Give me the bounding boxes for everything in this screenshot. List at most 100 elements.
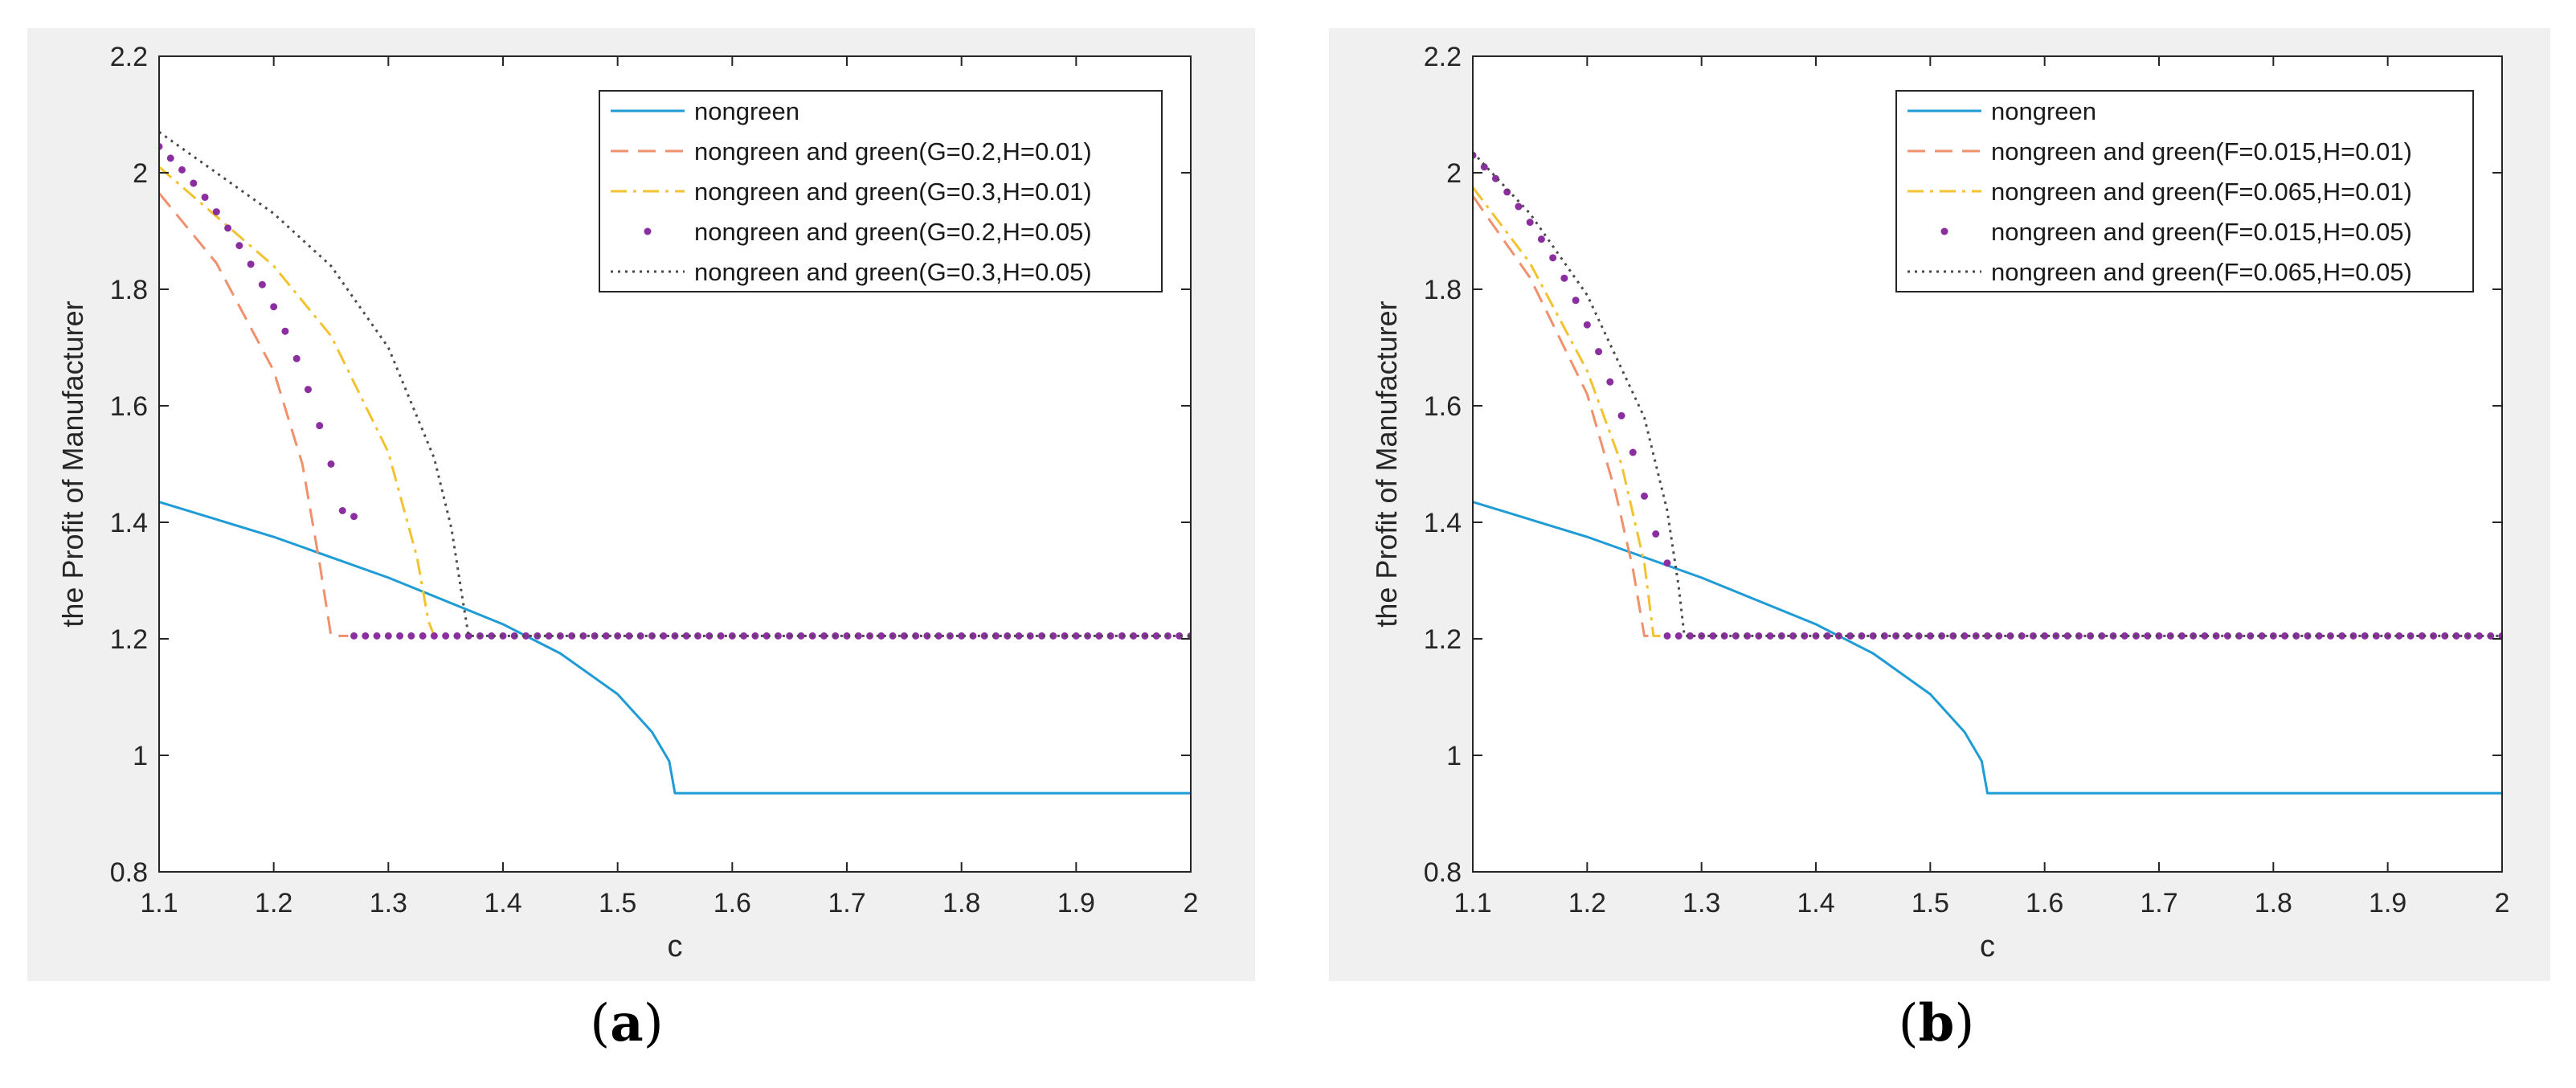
y-axis-label: the Profit of Manufacturer xyxy=(1370,301,1403,627)
x-tick-label: 1.8 xyxy=(942,888,980,918)
data-point xyxy=(212,208,220,216)
data-point xyxy=(159,142,163,150)
data-point xyxy=(1560,274,1568,282)
data-point xyxy=(453,632,461,640)
x-tick-label: 1.9 xyxy=(1057,888,1095,918)
x-tick-label: 1.5 xyxy=(1912,888,1949,918)
data-point xyxy=(1686,632,1694,640)
data-point xyxy=(224,224,232,232)
y-tick-label: 0.8 xyxy=(1424,857,1462,888)
series-line xyxy=(159,192,349,637)
data-point xyxy=(2452,632,2460,640)
data-point xyxy=(1015,632,1023,640)
series-line xyxy=(1473,186,1662,637)
data-point xyxy=(488,632,496,640)
data-point xyxy=(2098,632,2106,640)
legend-box xyxy=(599,90,1163,292)
data-point xyxy=(2075,632,2083,640)
legend-label: nongreen xyxy=(694,97,799,125)
legend-swatch xyxy=(1940,227,1948,235)
data-point xyxy=(2395,632,2403,640)
data-point xyxy=(682,632,690,640)
data-point xyxy=(442,632,450,640)
data-point xyxy=(522,632,530,640)
x-tick-label: 1.1 xyxy=(1454,888,1491,918)
data-point xyxy=(2372,632,2380,640)
legend-label: nongreen and green(F=0.015,H=0.05) xyxy=(1991,218,2412,246)
x-tick-label: 1.2 xyxy=(1568,888,1606,918)
data-point xyxy=(407,632,415,640)
data-point xyxy=(958,632,966,640)
x-axis-label: c xyxy=(668,930,683,963)
data-point xyxy=(797,632,805,640)
data-point xyxy=(1641,492,1648,500)
data-point xyxy=(1515,202,1523,211)
data-point xyxy=(2063,632,2071,640)
data-point xyxy=(1176,632,1184,640)
data-point xyxy=(717,632,725,640)
data-point xyxy=(1880,632,1888,640)
data-point xyxy=(396,632,404,640)
y-tick-label: 1.8 xyxy=(1424,275,1462,305)
data-point xyxy=(969,632,977,640)
data-point xyxy=(316,422,324,430)
data-point xyxy=(166,154,174,162)
y-tick-label: 1.8 xyxy=(110,275,148,305)
data-point xyxy=(304,386,312,394)
data-point xyxy=(292,354,301,362)
data-point xyxy=(1629,448,1637,456)
data-point xyxy=(2155,632,2163,640)
y-tick-label: 2 xyxy=(133,158,148,189)
data-point xyxy=(854,632,862,640)
legend-label: nongreen and green(F=0.015,H=0.01) xyxy=(1991,137,2412,166)
data-point xyxy=(602,632,610,640)
data-point xyxy=(1949,632,1957,640)
data-point xyxy=(1049,632,1057,640)
data-point xyxy=(625,632,633,640)
axes-box xyxy=(1472,55,2503,873)
y-tick-label: 2.2 xyxy=(110,42,148,72)
data-point xyxy=(2441,632,2449,640)
data-point xyxy=(2041,632,2049,640)
data-point xyxy=(1812,632,1820,640)
data-point xyxy=(705,632,714,640)
data-point xyxy=(2292,632,2300,640)
data-point xyxy=(1732,632,1740,640)
data-point xyxy=(1652,530,1660,538)
data-point xyxy=(338,507,346,514)
data-point xyxy=(2338,632,2346,640)
data-point xyxy=(2087,632,2095,640)
data-point xyxy=(1744,632,1752,640)
data-point xyxy=(1766,632,1774,640)
data-point xyxy=(1674,632,1683,640)
data-point xyxy=(2235,632,2243,640)
x-tick-label: 1.6 xyxy=(714,888,751,918)
data-point xyxy=(763,632,771,640)
data-point xyxy=(1903,632,1912,640)
y-tick-label: 1 xyxy=(1446,741,1462,771)
data-point xyxy=(1503,188,1511,196)
data-point xyxy=(1801,632,1809,640)
x-tick-label: 1.7 xyxy=(2140,888,2177,918)
caption-a: (a) xyxy=(546,993,707,1053)
data-point xyxy=(740,632,748,640)
data-point xyxy=(2304,632,2312,640)
data-point xyxy=(1152,632,1160,640)
data-point xyxy=(2476,632,2484,640)
y-tick-label: 2 xyxy=(1446,158,1462,189)
data-point xyxy=(1038,632,1046,640)
data-point xyxy=(201,193,209,201)
series-line xyxy=(159,166,435,636)
y-tick-label: 1.6 xyxy=(110,391,148,422)
y-axis-label: the Profit of Manufacturer xyxy=(56,301,89,627)
data-point xyxy=(2498,632,2502,640)
data-point xyxy=(327,460,335,468)
data-point xyxy=(350,513,358,521)
y-tick-label: 0.8 xyxy=(110,857,148,888)
data-point xyxy=(362,632,370,640)
data-point xyxy=(178,166,186,174)
y-tick-label: 1.4 xyxy=(1424,508,1462,538)
data-point xyxy=(281,327,289,335)
x-tick-label: 1.6 xyxy=(2026,888,2063,918)
data-point xyxy=(2361,632,2369,640)
